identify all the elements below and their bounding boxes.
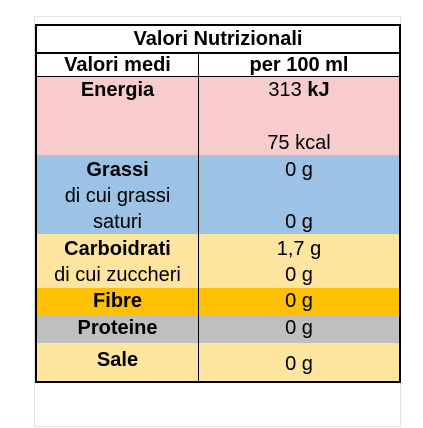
- energy-kj-unit: kJ: [307, 79, 330, 101]
- carbs-value-cell: 1,7 g 0 g: [199, 234, 399, 288]
- energy-value-cell: 313 kJ 75 kcal: [199, 77, 399, 155]
- nutrition-table: Valori Nutrizionali Valori medi per 100 …: [35, 24, 401, 383]
- salt-value-cell: 0 g: [199, 343, 399, 381]
- protein-label-cell: Proteine: [37, 315, 199, 343]
- energy-label: Energia: [80, 79, 155, 101]
- header-right-label: per 100 ml: [249, 54, 349, 76]
- fat-sub-label-line1: di cui grassi: [64, 185, 171, 207]
- fat-value: 0 g: [285, 159, 313, 181]
- sheet-top-line: [34, 16, 401, 17]
- energy-kj-number: 313: [268, 79, 302, 101]
- table-title-text: Valori Nutrizionali: [133, 28, 303, 50]
- header-left-label: Valori medi: [64, 54, 171, 76]
- protein-value: 0 g: [285, 317, 313, 339]
- energy-value-kj: 313 kJ: [199, 79, 399, 102]
- energy-label-cell: Energia: [37, 77, 199, 155]
- header-cell-right: per 100 ml: [199, 54, 399, 76]
- fibre-value: 0 g: [285, 290, 313, 312]
- table-title: Valori Nutrizionali: [37, 26, 399, 54]
- fibre-value-cell: 0 g: [199, 288, 399, 315]
- fibre-label-cell: Fibre: [37, 288, 199, 315]
- table-row-fibre: Fibre 0 g: [37, 288, 399, 315]
- carbs-label-cell: Carboidrati di cui zuccheri: [37, 234, 199, 288]
- table-row-energy: Energia 313 kJ 75 kcal: [37, 77, 399, 155]
- table-header-row: Valori medi per 100 ml: [37, 54, 399, 77]
- salt-label-cell: Sale: [37, 343, 199, 381]
- fat-label: Grassi: [86, 159, 149, 181]
- carbs-label: Carboidrati: [64, 238, 171, 260]
- fat-value-cell: 0 g 0 g: [199, 155, 399, 234]
- carbs-sub-label: di cui zuccheri: [54, 264, 181, 286]
- fat-label-cell: Grassi di cui grassi saturi: [37, 155, 199, 234]
- salt-label: Sale: [96, 349, 139, 371]
- table-row-fat: Grassi di cui grassi saturi 0 g 0 g: [37, 155, 399, 234]
- carbs-sub-value: 0 g: [285, 264, 313, 286]
- protein-value-cell: 0 g: [199, 315, 399, 343]
- table-row-protein: Proteine 0 g: [37, 315, 399, 343]
- salt-value: 0 g: [285, 353, 313, 375]
- fat-sub-value: 0 g: [285, 211, 313, 233]
- header-cell-left: Valori medi: [37, 54, 199, 76]
- table-row-carbs: Carboidrati di cui zuccheri 1,7 g 0 g: [37, 234, 399, 288]
- protein-label: Proteine: [77, 317, 158, 339]
- fibre-label: Fibre: [93, 290, 142, 312]
- carbs-value: 1,7 g: [276, 238, 322, 260]
- energy-value-kcal: 75 kcal: [267, 132, 331, 154]
- fat-sub-label-line2: saturi: [93, 211, 142, 233]
- table-row-salt: Sale 0 g: [37, 343, 399, 381]
